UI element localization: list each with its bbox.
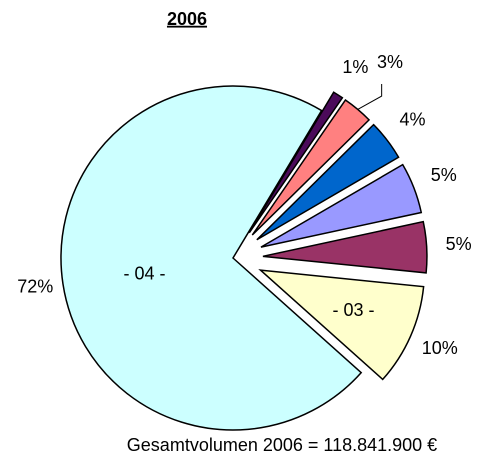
value-label: 10% <box>422 338 458 358</box>
chart-title: 2006 <box>167 9 207 29</box>
pie-slice <box>60 85 363 431</box>
pie-slice <box>260 163 423 248</box>
pie-slice <box>256 123 400 241</box>
pie-slice <box>262 220 428 274</box>
value-label: 5% <box>431 165 457 185</box>
value-label: 4% <box>400 109 426 129</box>
pie-slice <box>248 91 344 234</box>
slice-label: - 04 - <box>124 263 166 283</box>
value-label: 5% <box>446 234 472 254</box>
value-label: 1% <box>342 57 368 77</box>
value-label: 3% <box>377 52 403 72</box>
leader-line <box>357 84 383 110</box>
slice-label: - 03 - <box>332 300 374 320</box>
pie-slice <box>258 269 425 381</box>
value-label: 72% <box>17 277 53 297</box>
annotation: Gesamtvolumen 2006 = 118.841.900 € <box>127 435 437 455</box>
